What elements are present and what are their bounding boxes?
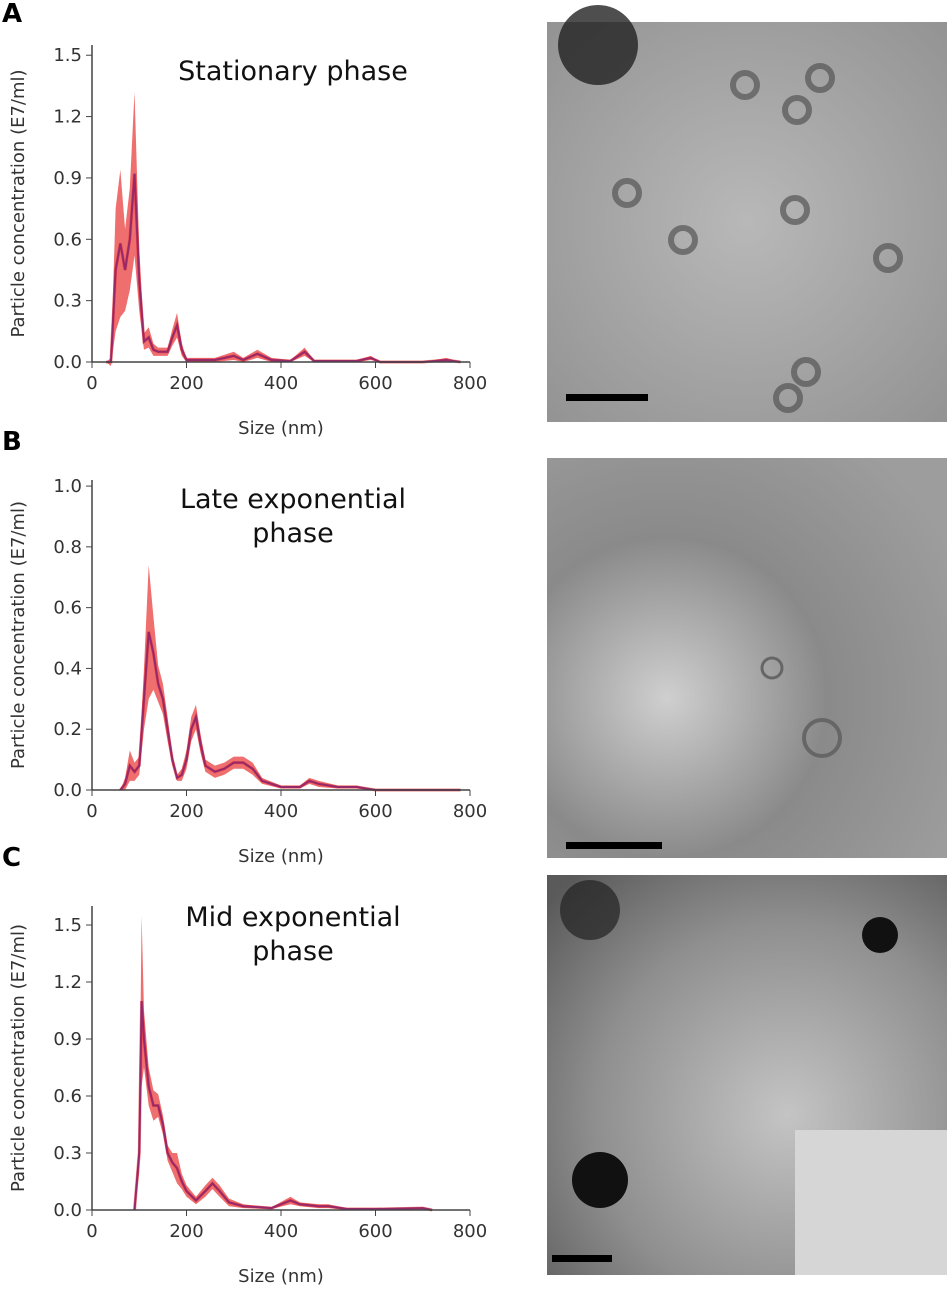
y-tick-label: 0.6 [53, 229, 82, 250]
chart-title: phase [252, 518, 333, 549]
y-tick-label: 0.9 [53, 1029, 82, 1050]
x-tick-label: 200 [169, 1221, 203, 1242]
x-tick-label: 800 [453, 1221, 487, 1242]
mean-line [106, 173, 461, 363]
micrograph [547, 875, 947, 1275]
x-tick-label: 600 [358, 1221, 392, 1242]
y-tick-label: 1.2 [53, 107, 82, 128]
panel-label: B [2, 427, 22, 457]
x-tick-label: 200 [169, 801, 203, 822]
x-tick-label: 0 [86, 373, 97, 394]
y-tick-label: 0.3 [53, 1143, 82, 1164]
x-axis-label: Size (nm) [238, 418, 324, 439]
x-axis-label: Size (nm) [238, 846, 324, 867]
x-tick-label: 800 [453, 373, 487, 394]
x-tick-label: 400 [264, 373, 298, 394]
x-tick-label: 600 [358, 373, 392, 394]
y-tick-label: 1.2 [53, 972, 82, 993]
y-tick-label: 0.9 [53, 168, 82, 189]
x-axis-label: Size (nm) [238, 1266, 324, 1287]
y-tick-label: 0.6 [53, 598, 82, 619]
y-tick-label: 0.0 [53, 352, 82, 373]
y-tick-label: 0.4 [53, 658, 82, 679]
panel-label: A [2, 0, 22, 29]
y-axis-label: Particle concentration (E7/ml) [8, 501, 29, 769]
center-line [133, 1000, 433, 1212]
micrograph [547, 5, 947, 422]
y-tick-label: 0.0 [53, 780, 82, 801]
x-tick-label: 400 [264, 1221, 298, 1242]
mean-line [119, 631, 461, 791]
chart-title: Late exponential [180, 484, 406, 515]
y-axis-label: Particle concentration (E7/ml) [8, 924, 29, 1192]
y-tick-label: 0.3 [53, 291, 82, 312]
chart-title: Mid exponential [185, 902, 400, 933]
x-tick-label: 0 [86, 801, 97, 822]
y-tick-label: 0.0 [53, 1200, 82, 1221]
center-line [106, 173, 461, 364]
y-tick-label: 1.0 [53, 476, 82, 497]
error-band [106, 92, 461, 367]
y-tick-label: 0.2 [53, 719, 82, 740]
y-tick-label: 1.5 [53, 45, 82, 66]
x-tick-label: 800 [453, 801, 487, 822]
chart-title: phase [252, 936, 333, 967]
micrograph [547, 458, 947, 858]
center-line [119, 631, 461, 792]
panel-label: C [2, 843, 21, 873]
y-tick-label: 1.5 [53, 915, 82, 936]
y-tick-label: 0.8 [53, 537, 82, 558]
y-tick-label: 0.6 [53, 1086, 82, 1107]
x-tick-label: 600 [358, 801, 392, 822]
chart-title: Stationary phase [178, 56, 408, 87]
x-tick-label: 400 [264, 801, 298, 822]
x-tick-label: 200 [169, 373, 203, 394]
y-axis-label: Particle concentration (E7/ml) [8, 69, 29, 337]
x-tick-label: 0 [86, 1221, 97, 1242]
